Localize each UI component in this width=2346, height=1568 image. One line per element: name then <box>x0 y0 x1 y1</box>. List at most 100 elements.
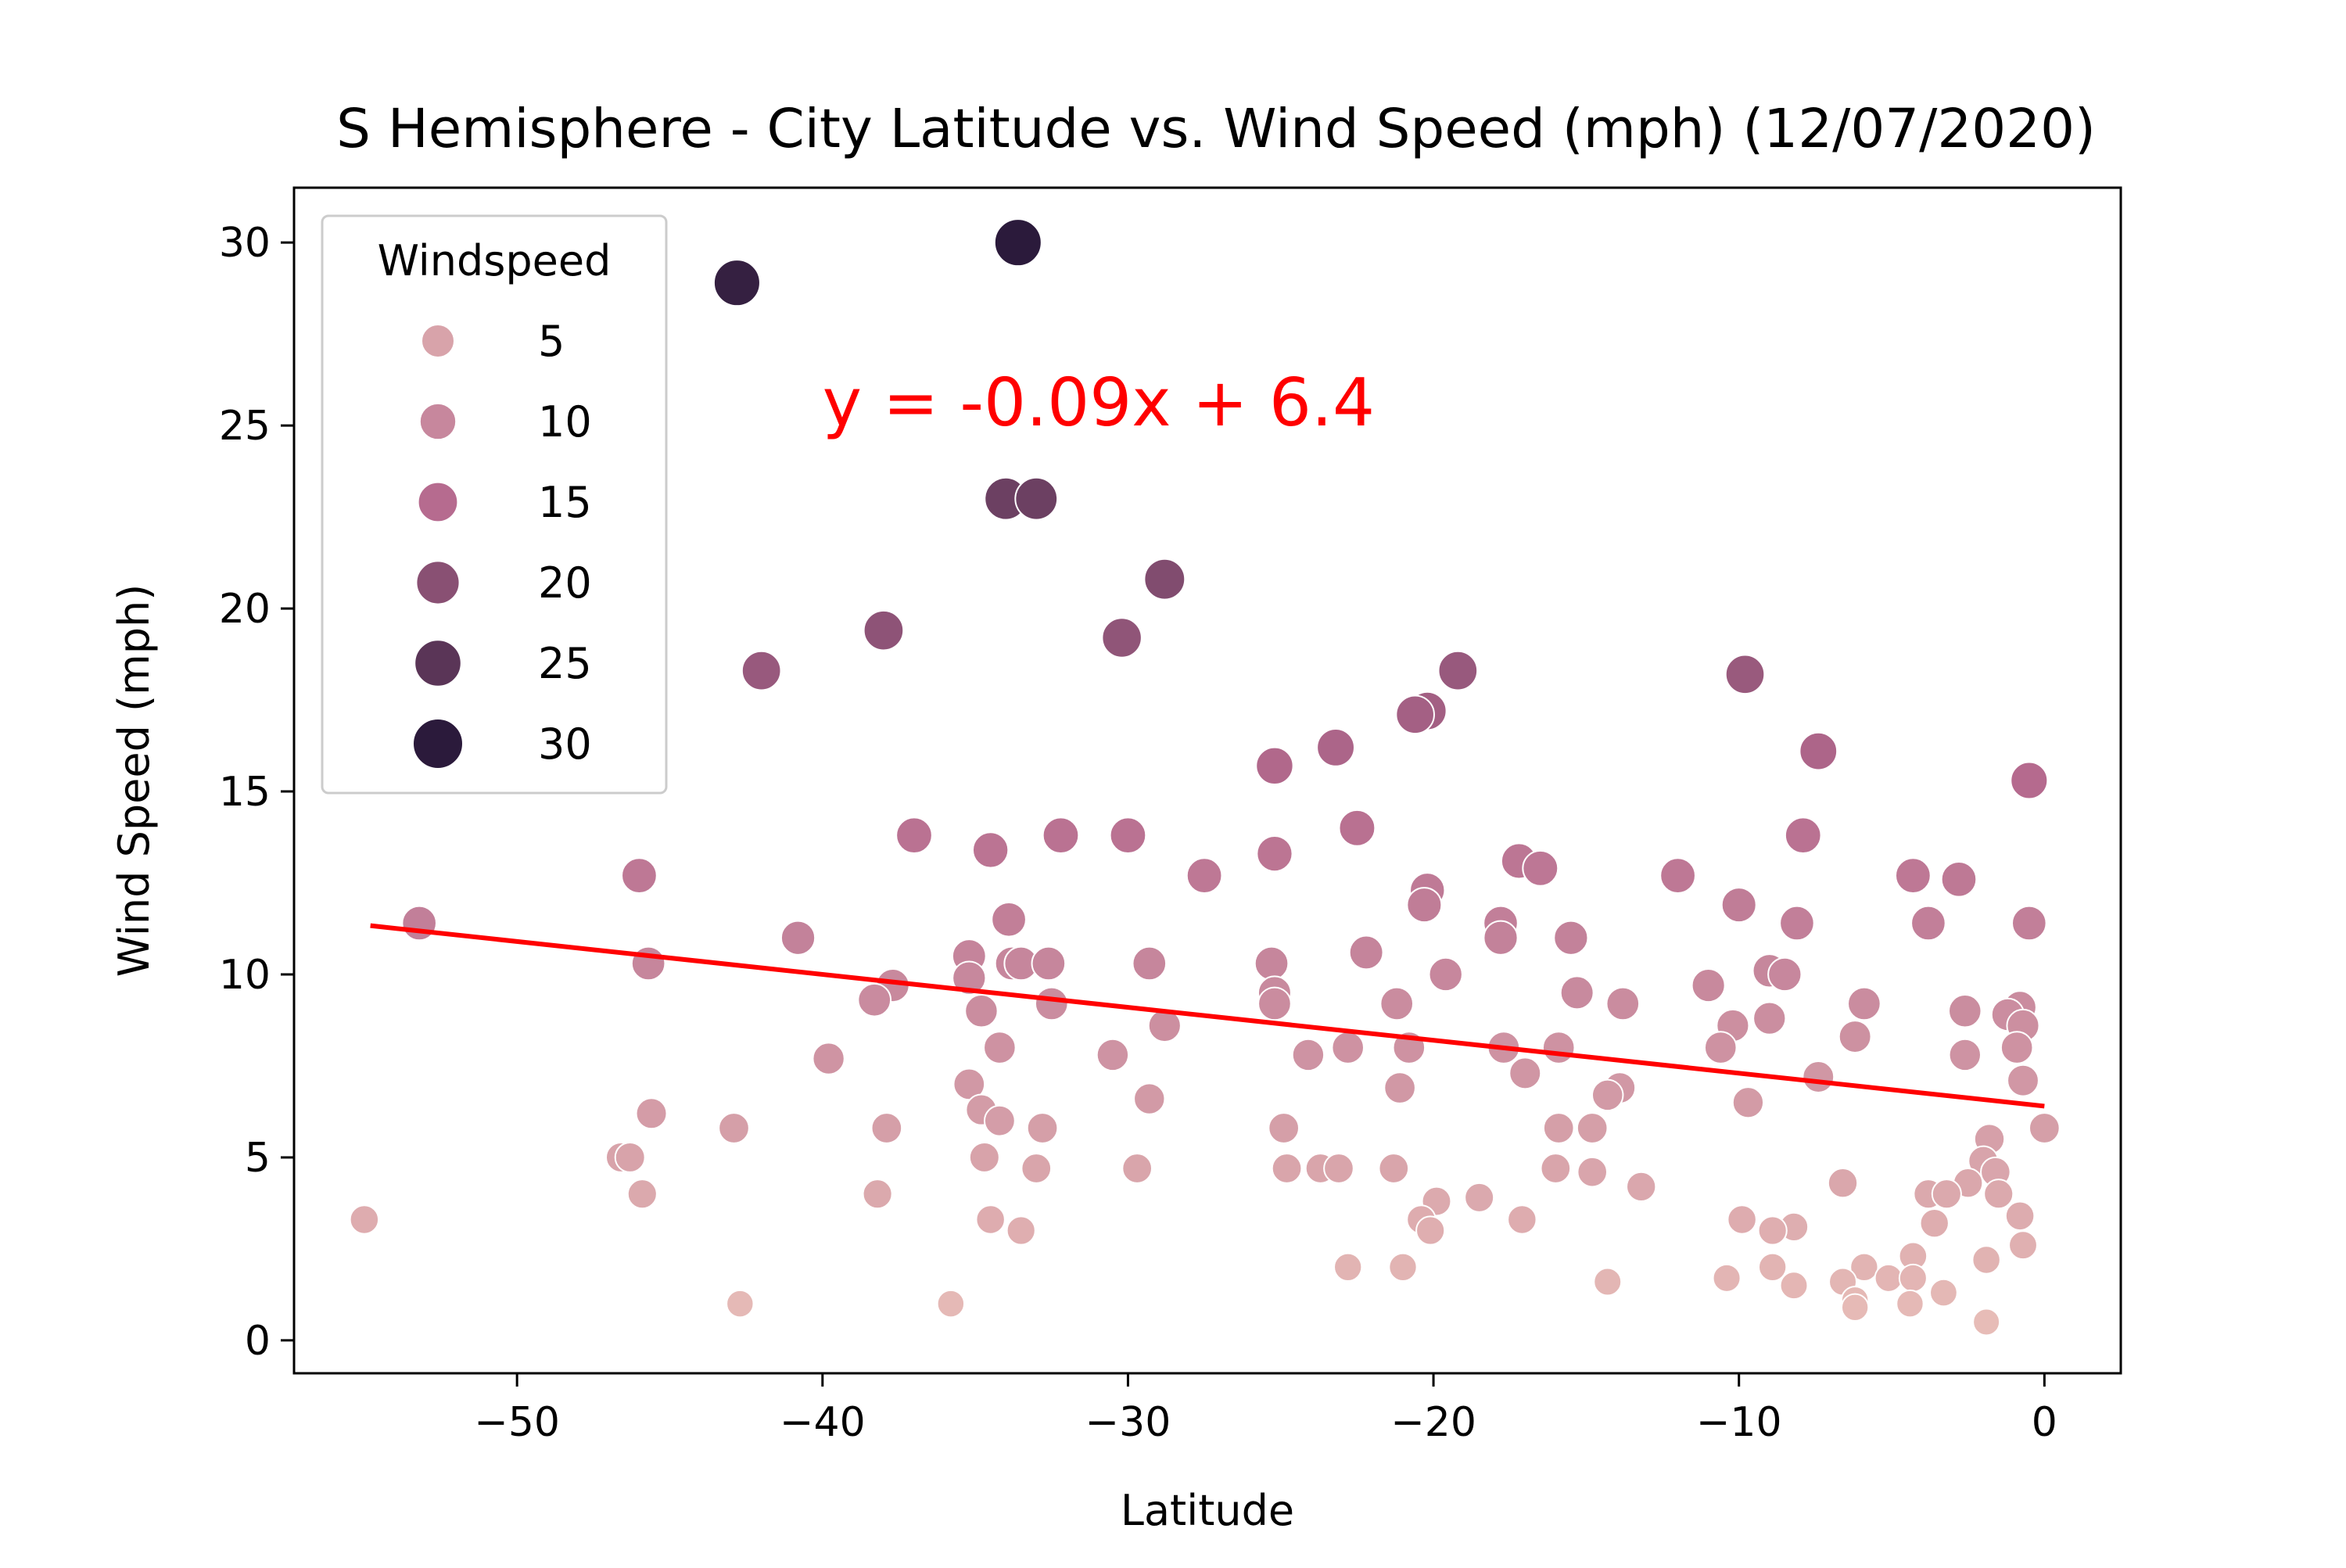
y-tick-label: 20 <box>219 586 271 633</box>
data-point <box>1406 887 1443 924</box>
data-point <box>1779 1271 1809 1301</box>
data-point <box>1109 816 1147 855</box>
data-point <box>1254 945 1290 981</box>
data-point <box>1378 1153 1410 1184</box>
data-point <box>1143 558 1186 601</box>
data-point <box>1799 731 1838 771</box>
y-axis: 0 5 10 15 20 25 30 <box>219 220 294 1365</box>
data-point <box>2010 761 2049 800</box>
data-point <box>1101 617 1143 658</box>
data-point <box>1779 905 1815 942</box>
data-point <box>1626 1171 1657 1203</box>
data-point <box>1752 1001 1787 1035</box>
data-point <box>1256 834 1293 873</box>
data-point <box>1720 887 1757 924</box>
legend-label: 20 <box>538 558 592 608</box>
data-point <box>1132 945 1168 981</box>
data-point <box>1331 1031 1365 1064</box>
data-point <box>812 1042 845 1075</box>
legend-title: Windspeed <box>378 236 612 285</box>
legend-marker <box>421 324 455 358</box>
y-axis-label: Wind Speed (mph) <box>109 584 159 978</box>
data-point <box>1731 1086 1765 1119</box>
data-point <box>1255 746 1294 785</box>
data-point <box>862 1179 893 1210</box>
data-point <box>1415 1215 1446 1246</box>
x-tick-label: −30 <box>1085 1399 1171 1446</box>
x-axis: −50 −40 −30 −20 −10 0 <box>474 1373 2057 1446</box>
data-point <box>1910 905 1946 942</box>
data-point <box>614 1141 646 1173</box>
y-tick-label: 10 <box>219 952 271 999</box>
data-point <box>349 1204 380 1235</box>
data-point <box>1042 816 1080 855</box>
data-point <box>2011 905 2047 942</box>
data-point <box>1507 1204 1537 1235</box>
data-point <box>1757 1215 1788 1246</box>
data-point <box>1849 1252 1879 1282</box>
data-point <box>780 920 816 956</box>
data-point <box>1268 1112 1300 1144</box>
data-point <box>1874 1263 1903 1293</box>
x-tick-label: −10 <box>1696 1399 1782 1446</box>
data-point <box>1541 1031 1576 1064</box>
data-point <box>983 1104 1016 1137</box>
x-tick-label: −40 <box>780 1399 866 1446</box>
legend-marker <box>412 718 464 770</box>
data-point <box>630 945 666 981</box>
data-point <box>1784 816 1822 855</box>
data-point <box>1034 986 1069 1021</box>
data-point <box>1929 1278 1958 1308</box>
data-point <box>1727 1204 1757 1235</box>
legend-marker <box>418 402 457 441</box>
data-point <box>1014 476 1059 521</box>
legend-label: 25 <box>538 639 592 688</box>
data-point <box>1983 1179 2014 1210</box>
data-point <box>936 1289 966 1319</box>
data-point <box>993 218 1042 267</box>
data-point <box>1316 727 1355 767</box>
data-point <box>1948 1038 1982 1072</box>
data-point <box>1338 809 1376 847</box>
data-point <box>1437 650 1479 691</box>
chart-title: S Hemisphere - City Latitude vs. Wind Sp… <box>336 98 2096 160</box>
data-point <box>621 857 658 895</box>
y-tick-label: 25 <box>219 403 271 450</box>
legend-label: 30 <box>538 719 592 769</box>
data-point <box>2000 1031 2034 1064</box>
data-point <box>1712 1263 1742 1293</box>
legend-marker <box>417 481 459 523</box>
data-point <box>1291 1038 1325 1072</box>
scatter-points <box>349 218 2061 1337</box>
data-point <box>1323 1153 1354 1184</box>
data-point <box>1186 857 1223 895</box>
legend-marker <box>415 560 461 605</box>
data-point <box>1840 1293 1870 1322</box>
data-point <box>968 1141 1000 1173</box>
data-point <box>1021 1153 1053 1184</box>
data-point <box>1096 1038 1130 1072</box>
data-point <box>983 1031 1017 1064</box>
data-point <box>863 609 905 651</box>
data-point <box>1483 920 1519 956</box>
data-point <box>1577 1156 1609 1188</box>
data-point <box>857 982 892 1017</box>
data-point <box>952 960 987 996</box>
data-point <box>1026 1112 1059 1144</box>
data-point <box>1605 986 1641 1021</box>
x-axis-label: Latitude <box>1121 1486 1294 1535</box>
data-point <box>626 1179 658 1210</box>
data-point <box>1271 1153 1303 1184</box>
y-tick-label: 15 <box>219 769 271 816</box>
data-point <box>726 1289 755 1319</box>
data-point <box>1333 1252 1363 1282</box>
data-point <box>971 831 1010 869</box>
data-point <box>1540 1153 1572 1184</box>
data-point <box>2007 1064 2039 1097</box>
legend-label: 5 <box>538 317 565 366</box>
legend-marker <box>414 639 462 687</box>
data-point <box>1703 1031 1738 1064</box>
data-point <box>1659 857 1696 895</box>
regression-equation: y = -0.09x + 6.4 <box>823 364 1375 442</box>
data-point <box>1724 654 1766 695</box>
